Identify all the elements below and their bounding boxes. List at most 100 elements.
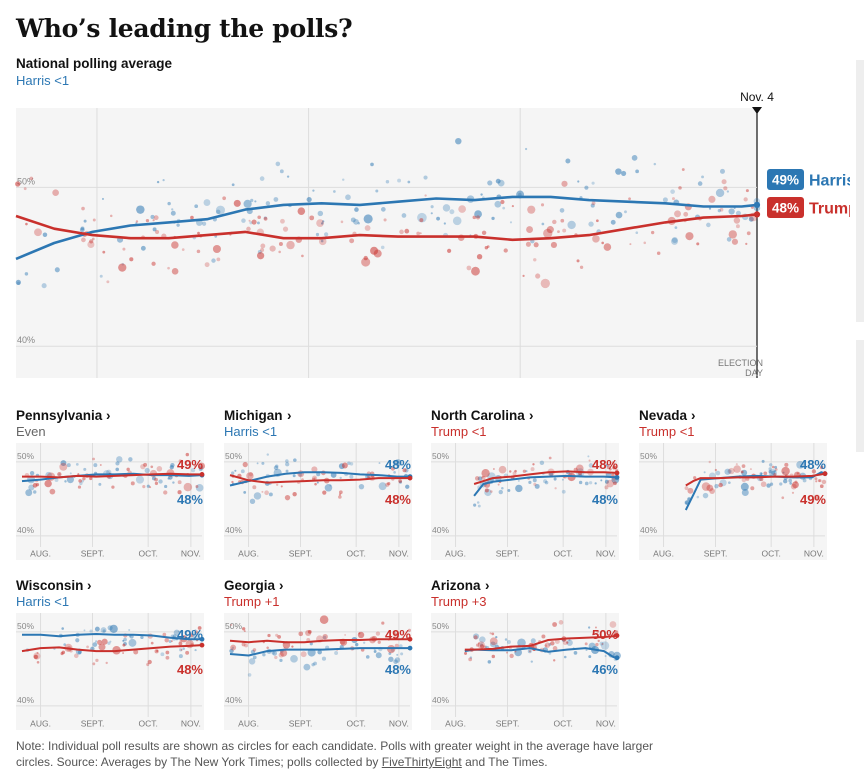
trump-poll-dot <box>656 251 661 256</box>
x-tick-label: NOV. <box>389 719 409 729</box>
harris-poll-dot <box>615 168 622 175</box>
trump-poll-dot <box>280 485 283 488</box>
state-panel-north-carolina[interactable]: North Carolina › Trump <1 50% 40% AUG. SEPT. OC… <box>431 408 631 568</box>
harris-poll-dot <box>365 655 370 659</box>
harris-poll-dot <box>265 201 271 206</box>
trump-poll-dot <box>781 466 790 476</box>
plot-background <box>431 443 619 560</box>
poll-dots <box>15 137 761 289</box>
trump-poll-dot <box>171 268 179 275</box>
harris-poll-dot <box>724 468 731 475</box>
x-tick-label: NOV. <box>181 549 201 559</box>
harris-poll-dot <box>128 457 133 462</box>
harris-poll-dot <box>33 490 37 494</box>
trump-poll-dot <box>82 477 86 481</box>
trump-poll-dot <box>760 481 767 488</box>
trump-poll-dot <box>36 651 39 654</box>
trump-poll-dot <box>212 244 221 254</box>
harris-poll-dot <box>375 652 382 659</box>
harris-poll-dot <box>151 476 156 481</box>
trump-poll-dot <box>562 228 567 233</box>
harris-poll-dot <box>380 207 386 212</box>
trump-average-line <box>15 213 758 242</box>
harris-poll-dot <box>590 203 595 208</box>
state-panel-georgia[interactable]: Georgia › Trump +1 50% 40% AUG. SEPT. OCT. NOV. 4… <box>224 578 424 738</box>
harris-poll-dot <box>324 232 329 237</box>
state-panel-arizona[interactable]: Arizona › Trump +3 50% 40% AUG. SEPT. OCT. NOV. 4… <box>431 578 631 738</box>
harris-poll-dot <box>525 470 528 473</box>
trump-poll-dot <box>251 219 257 225</box>
harris-poll-dot <box>317 649 322 655</box>
harris-poll-dot <box>303 663 311 671</box>
state-panel-nevada[interactable]: Nevada › Trump <1 50% 40% AUG. SEPT. OCT. NOV. 48… <box>639 408 839 568</box>
trump-endpoint <box>614 470 620 476</box>
trump-poll-dot <box>791 491 795 494</box>
harris-poll-dot <box>243 490 247 494</box>
harris-poll-dot <box>292 474 296 478</box>
harris-poll-dot <box>768 467 772 471</box>
harris-end-value: 48% <box>800 457 826 472</box>
trump-poll-dot <box>489 632 492 635</box>
trump-poll-dot <box>613 481 617 486</box>
harris-poll-dot <box>333 190 336 193</box>
harris-poll-dot <box>604 655 607 658</box>
harris-poll-dot <box>714 484 719 489</box>
trump-poll-dot <box>790 483 797 490</box>
trump-poll-dot <box>309 215 315 221</box>
harris-poll-dot <box>783 479 788 484</box>
state-panel-wisconsin[interactable]: Wisconsin › Harris <1 50% 40% AUG. SEPT. OCT. NO… <box>16 578 216 738</box>
trump-poll-dot <box>771 465 775 469</box>
trump-poll-dot <box>135 220 139 223</box>
harris-poll-dot <box>140 245 146 251</box>
trump-poll-dot <box>492 468 495 470</box>
harris-poll-dot <box>156 180 160 184</box>
state-panel-michigan[interactable]: Michigan › Harris <1 50% 40% AUG. SEPT. OCT. NOV… <box>224 408 424 568</box>
trump-poll-dot <box>33 652 41 660</box>
plot-background <box>639 443 827 560</box>
state-title[interactable]: Nevada <box>639 408 688 423</box>
harris-end-value: 48% <box>592 492 618 507</box>
trump-poll-dot <box>197 231 200 235</box>
harris-poll-dot <box>316 481 319 484</box>
trump-poll-dot <box>552 622 558 627</box>
trump-poll-dot <box>278 652 284 658</box>
trump-poll-dot <box>156 466 163 472</box>
harris-poll-dot <box>285 469 289 473</box>
grid: 50% 40% AUG. SEPT. OCT. NOV. <box>224 613 410 729</box>
trump-poll-dot <box>588 459 591 462</box>
harris-poll-dot <box>578 480 583 485</box>
harris-poll-dot <box>167 201 171 206</box>
state-title[interactable]: Arizona <box>431 578 481 593</box>
state-title[interactable]: Pennsylvania <box>16 408 103 423</box>
harris-poll-dot <box>469 656 473 659</box>
trump-poll-dot <box>180 648 183 651</box>
trump-average-line <box>685 472 826 487</box>
trump-poll-dot <box>381 621 385 625</box>
trump-poll-dot <box>527 205 536 214</box>
fivethirtyeight-link[interactable]: FiveThirtyEight <box>381 755 462 769</box>
harris-endpoint <box>199 636 205 642</box>
trump-poll-dot <box>601 643 604 645</box>
harris-poll-dot <box>128 638 137 647</box>
trump-poll-dot <box>163 490 168 495</box>
state-title[interactable]: North Carolina <box>431 408 525 423</box>
plot-background <box>16 443 204 560</box>
trump-poll-dot <box>69 649 73 653</box>
state-title[interactable]: Michigan <box>224 408 283 423</box>
harris-poll-dot <box>544 480 549 485</box>
harris-poll-dot <box>662 197 668 203</box>
trump-poll-dot <box>706 484 714 492</box>
harris-poll-dot <box>573 651 578 655</box>
state-panel-pennsylvania[interactable]: Pennsylvania › Even 50% 40% AUG. SEPT. OCT. NOV.… <box>16 408 216 568</box>
harris-end-value: 48% <box>385 457 411 472</box>
harris-poll-dot <box>83 629 86 632</box>
trump-poll-dot <box>609 621 617 628</box>
harris-poll-dot <box>653 162 657 166</box>
state-title[interactable]: Wisconsin <box>16 578 84 593</box>
trump-poll-dot <box>339 490 343 495</box>
harris-poll-dot <box>548 643 552 646</box>
trump-poll-dot <box>566 641 569 644</box>
trump-poll-dot <box>484 488 489 493</box>
state-title[interactable]: Georgia <box>224 578 276 593</box>
trump-poll-dot <box>796 472 799 475</box>
